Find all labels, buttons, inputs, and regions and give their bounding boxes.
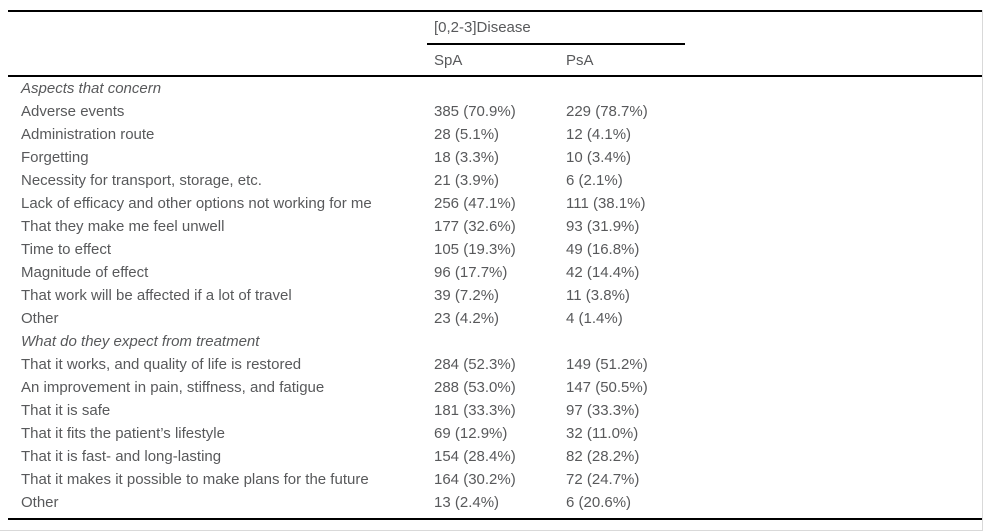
table-body: Aspects that concern Adverse events 385 … [8, 77, 982, 520]
spa-value: 385 (70.9%) [434, 103, 516, 120]
table-row: That work will be affected if a lot of t… [8, 284, 982, 307]
results-table: [0,2-3]Disease SpA PsA Aspects that conc… [8, 10, 982, 520]
row-label: That they make me feel unwell [21, 218, 225, 235]
psa-value: 32 (11.0%) [566, 425, 639, 442]
table-row: That it is safe 181 (33.3%) 97 (33.3%) [8, 399, 982, 422]
table-row: That they make me feel unwell 177 (32.6%… [8, 215, 982, 238]
row-label: Magnitude of effect [21, 264, 149, 281]
table-row: Other 23 (4.2%) 4 (1.4%) [8, 307, 982, 330]
spa-value: 284 (52.3%) [434, 356, 516, 373]
row-label: That it works, and quality of life is re… [21, 356, 302, 373]
spa-value: 18 (3.3%) [434, 149, 500, 166]
spa-value: 288 (53.0%) [434, 379, 516, 396]
spa-value: 21 (3.9%) [434, 172, 500, 189]
spa-value: 39 (7.2%) [434, 287, 500, 304]
psa-value: 6 (2.1%) [566, 172, 623, 189]
row-label: Lack of efficacy and other options not w… [21, 195, 372, 212]
psa-value: 6 (20.6%) [566, 494, 632, 511]
row-label: Forgetting [21, 149, 89, 166]
row-label: That work will be affected if a lot of t… [21, 287, 292, 304]
psa-value: 97 (33.3%) [566, 402, 640, 419]
psa-value: 10 (3.4%) [566, 149, 632, 166]
column-header-row: SpA PsA [8, 45, 982, 75]
column-group-label: [0,2-3]Disease [427, 12, 685, 45]
psa-value: 42 (14.4%) [566, 264, 640, 281]
table-row: That it fits the patient’s lifestyle 69 … [8, 422, 982, 445]
spa-value: 256 (47.1%) [434, 195, 516, 212]
psa-value: 4 (1.4%) [566, 310, 623, 327]
psa-value: 49 (16.8%) [566, 241, 640, 258]
spa-value: 105 (19.3%) [434, 241, 516, 258]
section-header-row: What do they expect from treatment [8, 330, 982, 353]
column-header-psa: PsA [566, 51, 594, 69]
psa-value: 72 (24.7%) [566, 471, 640, 488]
row-label: Aspects that concern [21, 80, 162, 97]
row-label: Other [21, 494, 59, 511]
row-label: Administration route [21, 126, 155, 143]
table-row: Other 13 (2.4%) 6 (20.6%) [8, 491, 982, 514]
page-edge-right [982, 10, 983, 531]
row-label: That it makes it possible to make plans … [21, 471, 369, 488]
table-row: An improvement in pain, stiffness, and f… [8, 376, 982, 399]
psa-value: 147 (50.5%) [566, 379, 648, 396]
spa-value: 28 (5.1%) [434, 126, 500, 143]
spa-value: 13 (2.4%) [434, 494, 500, 511]
row-label: An improvement in pain, stiffness, and f… [21, 379, 325, 396]
psa-value: 82 (28.2%) [566, 448, 640, 465]
table-row: Necessity for transport, storage, etc. 2… [8, 169, 982, 192]
page-edge-bottom [0, 530, 983, 531]
table-row: That it is fast- and long-lasting 154 (2… [8, 445, 982, 468]
row-label: What do they expect from treatment [21, 333, 260, 350]
table-row: Administration route 28 (5.1%) 12 (4.1%) [8, 123, 982, 146]
row-label: That it is fast- and long-lasting [21, 448, 222, 465]
psa-value: 93 (31.9%) [566, 218, 640, 235]
psa-value: 149 (51.2%) [566, 356, 648, 373]
table-header: [0,2-3]Disease SpA PsA [8, 10, 982, 77]
spa-value: 23 (4.2%) [434, 310, 500, 327]
row-label: Necessity for transport, storage, etc. [21, 172, 262, 189]
row-label: That it is safe [21, 402, 111, 419]
table-row: Lack of efficacy and other options not w… [8, 192, 982, 215]
row-label: Time to effect [21, 241, 112, 258]
row-label: That it fits the patient’s lifestyle [21, 425, 225, 442]
psa-value: 11 (3.8%) [566, 287, 630, 304]
table-row: Time to effect 105 (19.3%) 49 (16.8%) [8, 238, 982, 261]
row-label: Adverse events [21, 103, 125, 120]
psa-value: 12 (4.1%) [566, 126, 632, 143]
psa-value: 111 (38.1%) [566, 195, 646, 212]
section-header-row: Aspects that concern [8, 77, 982, 100]
table-row: Magnitude of effect 96 (17.7%) 42 (14.4%… [8, 261, 982, 284]
table-row: Forgetting 18 (3.3%) 10 (3.4%) [8, 146, 982, 169]
spa-value: 177 (32.6%) [434, 218, 516, 235]
row-label: Other [21, 310, 59, 327]
spa-value: 96 (17.7%) [434, 264, 508, 281]
column-header-spa: SpA [434, 51, 463, 69]
table-row: That it works, and quality of life is re… [8, 353, 982, 376]
spa-value: 164 (30.2%) [434, 471, 516, 488]
table-row: That it makes it possible to make plans … [8, 468, 982, 491]
table-row: Adverse events 385 (70.9%) 229 (78.7%) [8, 100, 982, 123]
column-group-row: [0,2-3]Disease [8, 12, 982, 45]
spa-value: 181 (33.3%) [434, 402, 516, 419]
psa-value: 229 (78.7%) [566, 103, 648, 120]
spa-value: 69 (12.9%) [434, 425, 508, 442]
spa-value: 154 (28.4%) [434, 448, 516, 465]
